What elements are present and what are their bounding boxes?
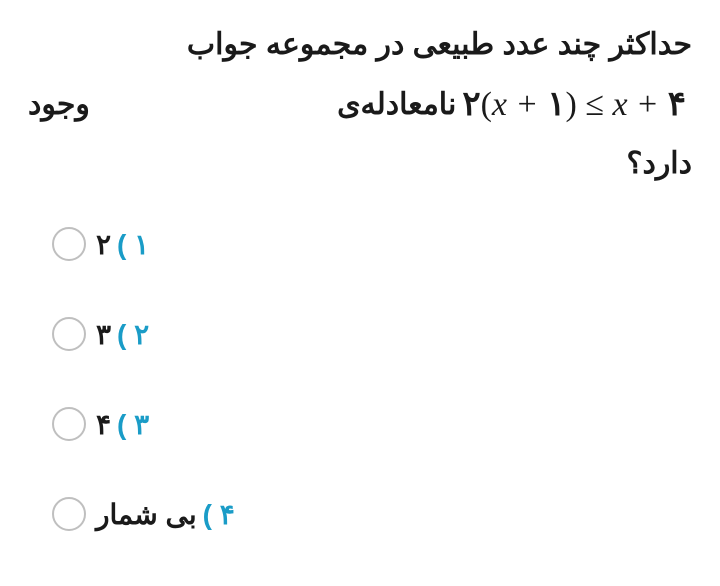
lhs-close: ) — [565, 86, 576, 123]
question-text-3: دارد؟ — [627, 137, 692, 191]
options-list: ۱ ) ۲ ۲ ) ۳ ۳ ) ۴ ۴ — [28, 227, 692, 531]
rhs-var: x — [612, 86, 628, 123]
option-answer-3: ۴ — [96, 408, 111, 441]
option-num-digit: ۱ — [134, 229, 149, 260]
option-1[interactable]: ۱ ) ۲ — [52, 227, 151, 261]
lhs-plus: + — [518, 86, 538, 123]
lhs-open: ( — [481, 86, 492, 123]
inequality-formula: ۲(x + ۱) ≤ x + ۴ — [462, 74, 686, 135]
option-label-2: ۲ ) ۳ — [96, 318, 151, 351]
option-label-1: ۱ ) ۲ — [96, 228, 151, 261]
option-2[interactable]: ۲ ) ۳ — [52, 317, 151, 351]
option-num-digit: ۳ — [134, 409, 149, 440]
option-answer-1: ۲ — [96, 228, 111, 261]
radio-icon[interactable] — [52, 317, 86, 351]
question-line-3: دارد؟ — [28, 137, 692, 191]
lhs-var: x — [492, 86, 508, 123]
radio-icon[interactable] — [52, 227, 86, 261]
radio-icon[interactable] — [52, 407, 86, 441]
option-answer-4: بی شمار — [96, 498, 197, 531]
option-num-digit: ۴ — [220, 499, 235, 530]
option-number-3: ۳ ) — [117, 408, 149, 441]
relation-op: ≤ — [585, 86, 604, 123]
option-4[interactable]: ۴ ) بی شمار — [52, 497, 237, 531]
question-text-2-left: وجود — [28, 78, 90, 132]
option-number-1: ۱ ) — [117, 228, 149, 261]
rhs-const: ۴ — [668, 85, 686, 123]
option-paren: ) — [203, 499, 212, 530]
formula-segment: نامعادله‌ی ۲(x + ۱) ≤ x + ۴ — [337, 74, 692, 135]
option-3[interactable]: ۳ ) ۴ — [52, 407, 151, 441]
option-paren: ) — [117, 229, 126, 260]
lhs-coef: ۲ — [462, 85, 480, 123]
option-label-4: ۴ ) بی شمار — [96, 498, 237, 531]
question-text-1: حداکثر چند عدد طبیعی در مجموعه جواب — [187, 18, 692, 72]
question-block: حداکثر چند عدد طبیعی در مجموعه جواب نامع… — [28, 18, 692, 191]
question-line-2: نامعادله‌ی ۲(x + ۱) ≤ x + ۴ وجود — [28, 74, 692, 135]
question-text-2-right: نامعادله‌ی — [337, 78, 456, 132]
option-answer-2: ۳ — [96, 318, 111, 351]
option-number-2: ۲ ) — [117, 318, 149, 351]
radio-icon[interactable] — [52, 497, 86, 531]
question-line-1: حداکثر چند عدد طبیعی در مجموعه جواب — [28, 18, 692, 72]
rhs-plus: + — [638, 86, 658, 123]
option-number-4: ۴ ) — [203, 498, 235, 531]
option-paren: ) — [117, 319, 126, 350]
lhs-const: ۱ — [547, 85, 565, 123]
option-num-digit: ۲ — [134, 319, 149, 350]
option-label-3: ۳ ) ۴ — [96, 408, 151, 441]
option-paren: ) — [117, 409, 126, 440]
